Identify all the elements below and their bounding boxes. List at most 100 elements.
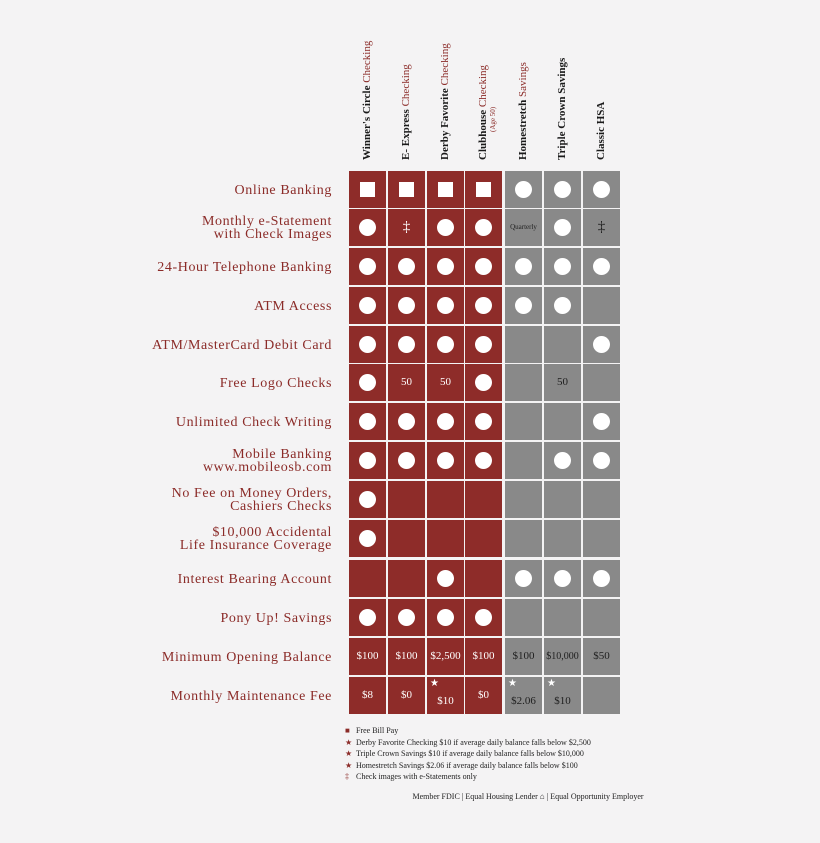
check-circle <box>437 297 454 314</box>
cell <box>465 481 502 518</box>
cell <box>465 287 502 324</box>
cell <box>349 326 386 363</box>
cell <box>427 481 464 518</box>
row-label-line: Minimum Opening Balance <box>161 649 332 665</box>
check-circle <box>437 413 454 430</box>
check-circle <box>437 570 454 587</box>
cell <box>388 287 425 324</box>
row-label: Unlimited Check Writing <box>176 415 332 429</box>
column-header: Derby Favorite Checking <box>439 43 451 160</box>
footnote-symbol: ‡ <box>345 772 349 781</box>
cell <box>465 364 502 401</box>
row-label-line: Mobile Banking <box>232 447 332 462</box>
cell: $100 <box>465 638 502 675</box>
check-square <box>438 182 453 197</box>
row-label-line: Monthly e-Statement <box>202 214 332 229</box>
check-circle <box>475 374 492 391</box>
check-circle <box>359 297 376 314</box>
check-circle <box>515 297 532 314</box>
cell-text: $100 <box>356 650 379 662</box>
column-header: Triple Crown Savings <box>556 58 568 160</box>
cell <box>349 364 386 401</box>
check-circle <box>359 452 376 469</box>
cell: $50 <box>583 638 620 675</box>
footnote: ★ Derby Favorite Checking $10 if average … <box>345 738 591 747</box>
cell <box>465 326 502 363</box>
row-label-line: $10,000 Accidental <box>212 525 332 540</box>
cell <box>465 248 502 285</box>
footnote-symbol: ★ <box>345 760 353 770</box>
row-label: No Fee on Money Orders, Cashiers Checks <box>172 487 332 514</box>
column-space <box>361 83 373 86</box>
cell-text: $100 <box>395 650 418 662</box>
row-label-line: Pony Up! Savings <box>220 610 332 626</box>
check-circle <box>359 374 376 391</box>
cell: ‡ <box>583 209 620 246</box>
check-circle <box>515 258 532 275</box>
check-circle <box>475 609 492 626</box>
cell <box>505 599 542 636</box>
check-circle <box>554 181 571 198</box>
cell <box>465 209 502 246</box>
cell <box>427 560 464 597</box>
cell <box>505 326 542 363</box>
cell <box>544 560 581 597</box>
cell-text: ‡ <box>597 219 606 235</box>
cell <box>427 248 464 285</box>
cell <box>583 171 620 208</box>
check-circle <box>359 336 376 353</box>
cell <box>583 403 620 440</box>
check-circle <box>437 258 454 275</box>
check-circle <box>398 413 415 430</box>
cell-text: $0 <box>401 689 412 701</box>
check-circle <box>359 530 376 547</box>
cell <box>465 171 502 208</box>
cell <box>505 481 542 518</box>
cell <box>465 599 502 636</box>
cell: ★ $10 <box>544 677 581 714</box>
check-circle <box>398 336 415 353</box>
check-circle <box>398 258 415 275</box>
check-circle <box>554 452 571 469</box>
footnote-text: Free Bill Pay <box>356 726 399 735</box>
check-circle <box>475 219 492 236</box>
row-label-line: Life Insurance Coverage <box>179 538 332 553</box>
cell: $100 <box>505 638 542 675</box>
column-type: Checking <box>439 43 451 86</box>
row-label: Monthly Maintenance Fee <box>170 689 332 703</box>
column-type: Savings <box>517 62 529 97</box>
check-circle <box>359 609 376 626</box>
cell: $10,000 <box>544 638 581 675</box>
cell: 50 <box>427 364 464 401</box>
cell-text: $100 <box>512 650 535 662</box>
cell <box>583 442 620 479</box>
column-type: Checking <box>361 40 373 83</box>
row-label: 24-Hour Telephone Banking <box>157 260 332 274</box>
cell <box>583 599 620 636</box>
column-name: Homestretch <box>517 99 529 160</box>
check-circle <box>398 452 415 469</box>
check-circle <box>593 336 610 353</box>
cell <box>544 481 581 518</box>
cell-text: $8 <box>362 689 373 701</box>
cell-text: $2.06 <box>511 695 536 707</box>
row-label-line: ATM Access <box>254 298 332 314</box>
cell <box>505 248 542 285</box>
cell <box>544 442 581 479</box>
row-label: Monthly e-Statement with Check Images <box>202 214 332 242</box>
column-name: Derby Favorite <box>439 88 451 160</box>
cell <box>583 520 620 557</box>
cell <box>505 442 542 479</box>
cell <box>505 287 542 324</box>
column-name: E- Express <box>400 109 412 160</box>
footnote: ‡ Check images with e-Statements only <box>345 772 477 781</box>
cell <box>544 209 581 246</box>
cell <box>465 520 502 557</box>
check-square <box>476 182 491 197</box>
cell-text: 50 <box>557 376 568 388</box>
check-circle <box>593 570 610 587</box>
column-space <box>477 107 489 110</box>
cell: $2,500 <box>427 638 464 675</box>
check-circle <box>475 297 492 314</box>
row-label: $10,000 Accidental Life Insurance Coverag… <box>179 525 332 553</box>
